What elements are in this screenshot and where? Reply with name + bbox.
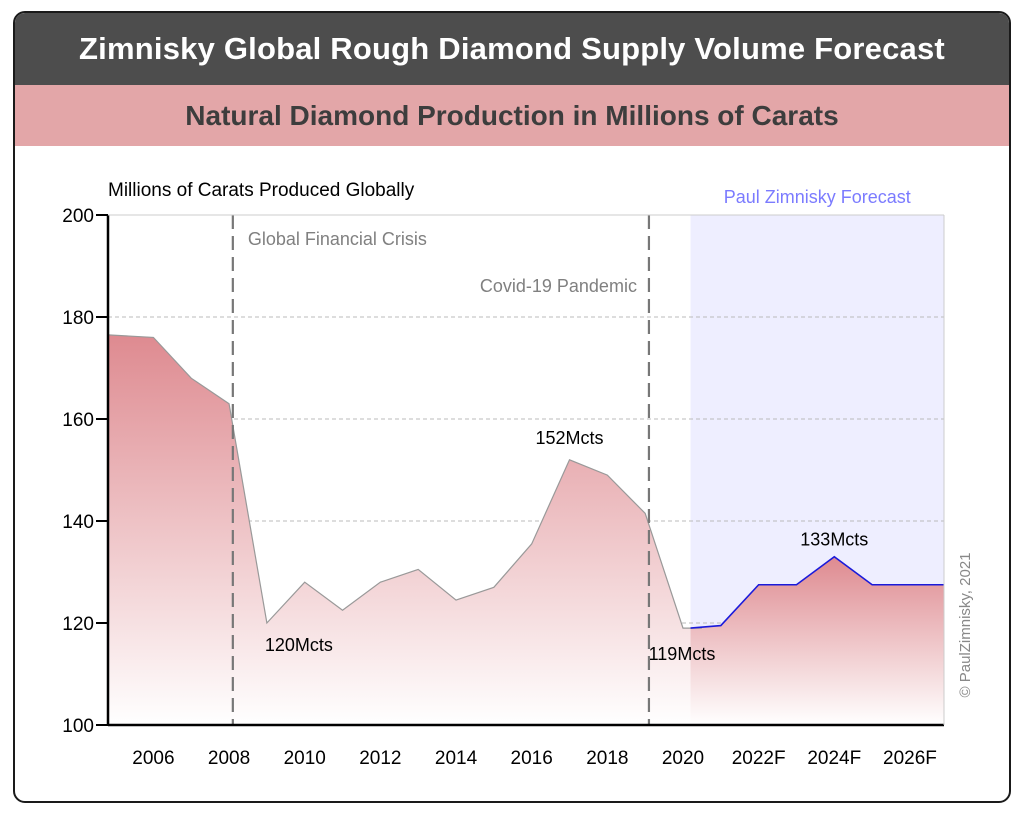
data-label: 152Mcts xyxy=(535,428,603,448)
data-label: 119Mcts xyxy=(649,644,716,664)
x-tick-label: 2014 xyxy=(435,748,478,769)
y-tick-label: 120 xyxy=(62,614,94,635)
y-tick-label: 180 xyxy=(62,308,94,329)
chart-title: Zimnisky Global Rough Diamond Supply Vol… xyxy=(15,13,1009,85)
forecast-area xyxy=(690,556,944,725)
x-tick-label: 2024F xyxy=(807,748,861,769)
x-tick-label: 2022F xyxy=(732,748,786,769)
x-tick-label: 2016 xyxy=(511,748,553,769)
actual-area xyxy=(108,334,702,725)
x-tick-label: 2020 xyxy=(662,748,704,769)
x-tick-label: 2012 xyxy=(359,748,401,769)
y-axis-title: Millions of Carats Produced Globally xyxy=(108,180,415,201)
y-tick-label: 160 xyxy=(62,410,94,431)
y-tick-label: 100 xyxy=(62,716,94,737)
x-tick-label: 2026F xyxy=(883,748,937,769)
actual-line xyxy=(107,334,702,629)
forecast-label: Paul Zimnisky Forecast xyxy=(724,187,911,207)
chart-subtitle: Natural Diamond Production in Millions o… xyxy=(15,85,1009,146)
event-label: Covid-19 Pandemic xyxy=(480,276,637,296)
x-tick-label: 2006 xyxy=(132,748,174,769)
y-tick-label: 140 xyxy=(62,512,94,533)
data-label: 133Mcts xyxy=(800,530,868,550)
forecast-line xyxy=(690,555,944,629)
x-tick-label: 2018 xyxy=(586,748,628,769)
x-tick-label: 2008 xyxy=(208,748,250,769)
copyright-watermark: © PaulZimnisky, 2021 xyxy=(957,553,974,698)
event-label: Global Financial Crisis xyxy=(248,229,427,249)
y-tick-label: 200 xyxy=(62,206,94,227)
x-tick-label: 2010 xyxy=(284,748,326,769)
data-label: 120Mcts xyxy=(265,635,333,655)
